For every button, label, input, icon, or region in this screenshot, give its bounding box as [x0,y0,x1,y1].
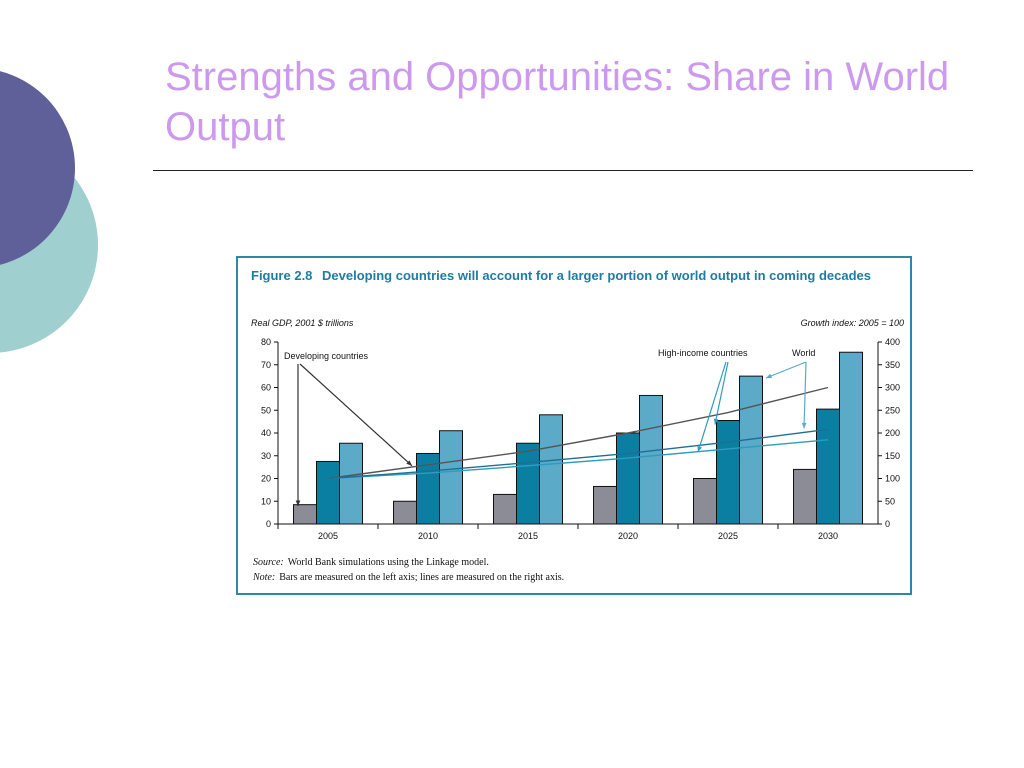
left-tick-label: 40 [261,428,271,438]
bar-high-income [316,460,340,525]
purple-circle-decoration [0,71,75,265]
x-tick-label: 2030 [818,531,838,541]
line-world [327,428,829,480]
x-tick-label: 2015 [518,531,538,541]
arrow-high-income-bar-shaft [714,361,729,425]
left-tick-label: 50 [261,405,271,415]
arrow-world-line-head [801,422,807,429]
bar-high-income [816,408,840,525]
source-text: World Bank simulations using the Linkage… [287,557,489,568]
source-label: Source: [253,557,284,568]
chart: Real GDP, 2001 $ trillions Growth index:… [251,318,904,541]
figure-title: Figure 2.8 Developing countries will acc… [251,266,891,286]
source-line: Source: World Bank simulations using the … [253,555,893,570]
bar-high-income [516,442,540,525]
right-axis-title: Growth index: 2005 = 100 [801,318,904,328]
annotation-world-label: World [792,348,815,358]
left-axis-title: Real GDP, 2001 $ trillions [251,318,354,328]
arrow-world-bar-head [766,373,772,379]
line-high-income [327,439,829,480]
bar-world [439,430,463,525]
bar-developing [693,478,717,525]
bar-high-income [616,432,640,525]
figure-label: Figure 2.8 [251,268,313,283]
annotation-high-income-label: High-income countries [658,348,748,358]
chart-plot-area: 0102030405060708005010015020025030035040… [261,337,900,541]
line-developing [327,386,829,480]
x-tick-label: 2010 [418,531,438,541]
figure-caption: Developing countries will account for a … [322,268,871,283]
right-tick-label: 250 [885,405,900,415]
note-line: Note: Bars are measured on the left axis;… [253,570,893,585]
bar-developing [293,504,317,525]
left-tick-label: 70 [261,360,271,370]
arrow-high-income-line-head [697,446,702,453]
bar-developing [493,493,517,525]
bar-world [839,351,863,525]
left-tick-label: 30 [261,451,271,461]
arrow-world-bar-shaft [765,361,807,379]
arrow-developing-bar-head [295,500,301,506]
x-tick-label: 2020 [618,531,638,541]
bar-developing [593,485,617,525]
right-tick-label: 50 [885,496,895,506]
left-tick-label: 60 [261,383,271,393]
arrow-developing-line-head [406,460,412,466]
arrow-high-income-bar-head [713,418,719,425]
x-tick-label: 2025 [718,531,738,541]
left-tick-label: 10 [261,496,271,506]
bar-developing [793,468,817,525]
bar-world [539,414,563,525]
right-tick-label: 100 [885,474,900,484]
decorative-circles [0,71,98,353]
right-tick-label: 0 [885,519,890,529]
left-tick-label: 80 [261,337,271,347]
right-tick-label: 200 [885,428,900,438]
bar-world [739,375,763,525]
right-tick-label: 350 [885,360,900,370]
figure-box: Figure 2.8 Developing countries will acc… [236,256,912,595]
x-tick-label: 2005 [318,531,338,541]
bar-world [639,394,663,525]
slide-title: Strengths and Opportunities: Share in Wo… [165,55,950,149]
note-label: Note: [253,572,276,583]
bar-developing [393,500,417,525]
right-tick-label: 400 [885,337,900,347]
arrow-world-line-shaft [803,361,807,429]
right-tick-label: 150 [885,451,900,461]
title-divider [153,170,973,171]
left-tick-label: 0 [266,519,271,529]
bar-high-income [716,419,740,525]
left-tick-label: 20 [261,474,271,484]
arrow-high-income-line-shaft [697,361,727,453]
annotation-developing-label: Developing countries [284,351,369,361]
bar-world [339,442,363,525]
figure-notes: Source: World Bank simulations using the … [253,555,893,585]
note-text: Bars are measured on the left axis; line… [279,572,565,583]
right-tick-label: 300 [885,383,900,393]
arrow-developing-line-shaft [299,363,413,467]
